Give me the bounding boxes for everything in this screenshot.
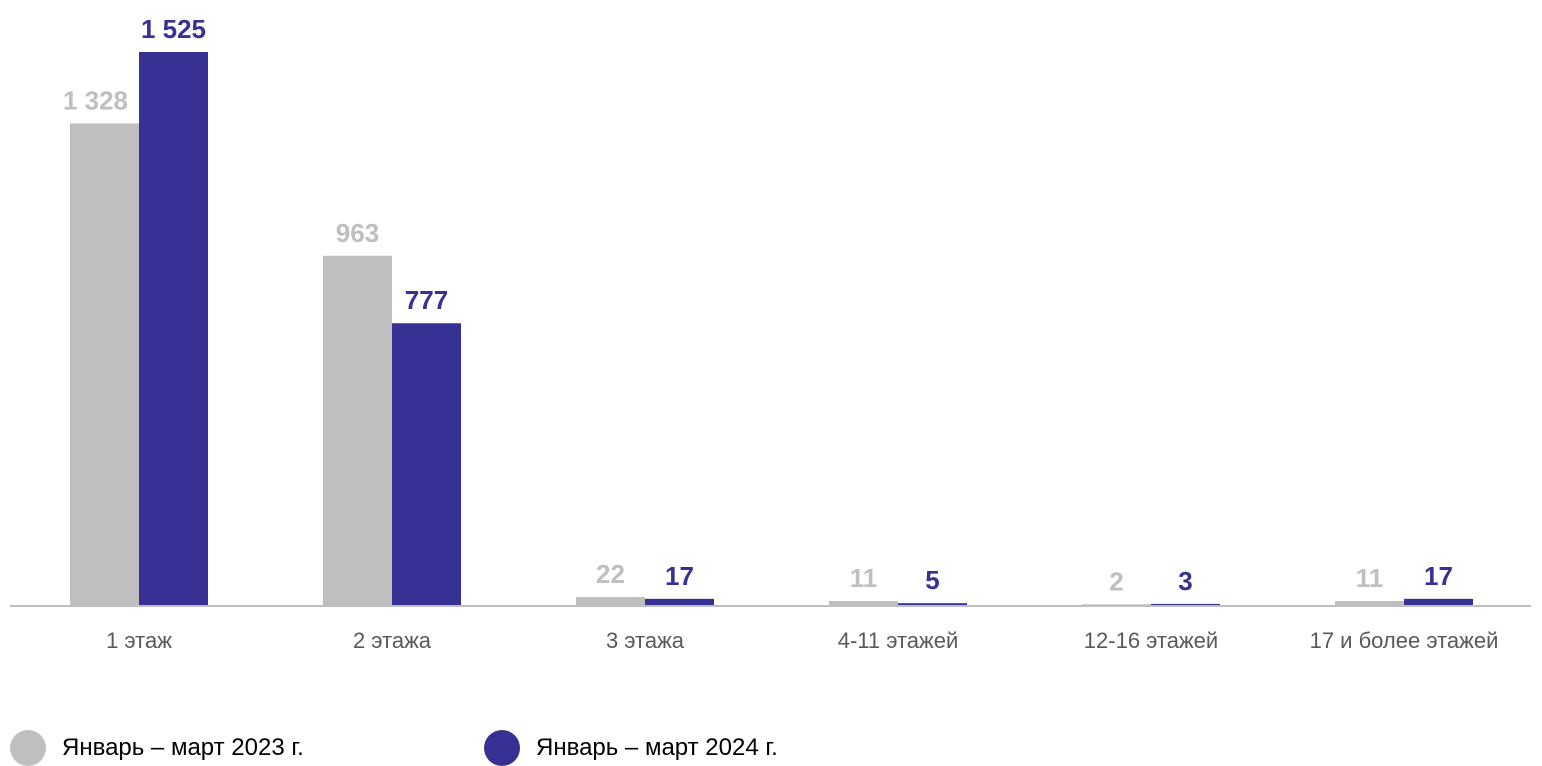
- category-label-4: 12-16 этажей: [1084, 628, 1218, 653]
- value-label-2024-0: 1 525: [141, 14, 206, 44]
- value-label-2024-5: 17: [1424, 561, 1453, 591]
- bar-2024-2: [645, 598, 714, 605]
- legend-swatch-2024: [484, 730, 520, 766]
- bar-2023-4: [1082, 604, 1151, 605]
- value-label-2023-1: 963: [336, 218, 379, 248]
- category-label-3: 4-11 этажей: [838, 628, 959, 653]
- value-label-2024-2: 17: [665, 561, 694, 591]
- legend-swatch-2023: [10, 730, 46, 766]
- legend-item-2024: Январь – март 2024 г.: [484, 730, 778, 766]
- legend-label-2024: Январь – март 2024 г.: [536, 734, 778, 761]
- bar-2023-5: [1335, 601, 1404, 605]
- category-label-5: 17 и более этажей: [1310, 628, 1499, 653]
- bar-2024-0: [139, 52, 208, 605]
- value-label-2023-0: 1 328: [63, 85, 128, 115]
- value-label-2023-5: 11: [1356, 563, 1384, 593]
- category-label-1: 2 этажа: [353, 628, 432, 653]
- bar-2023-2: [576, 597, 645, 605]
- value-label-2024-1: 777: [405, 285, 448, 315]
- value-label-2023-4: 2: [1109, 566, 1123, 596]
- value-label-2023-3: 11: [850, 563, 878, 593]
- category-labels-layer: 1 этаж 2 этажа 3 этажа 4-11 этажей 12-16 эта…: [106, 628, 1498, 653]
- value-labels-layer: 1 328 1 525 963 777 22 17 11 5 2 3 11 17: [63, 14, 1453, 596]
- value-label-2024-4: 3: [1178, 566, 1192, 596]
- legend-item-2023: Январь – март 2023 г.: [10, 730, 304, 766]
- bar-chart: 1 328 1 525 963 777 22 17 11 5 2 3 11 17 1 этаж 2 эт…: [10, 14, 1531, 653]
- bar-2024-1: [392, 323, 461, 605]
- bar-2024-5: [1404, 598, 1473, 605]
- bar-2024-3: [898, 603, 967, 605]
- bars-layer: [70, 52, 1473, 606]
- value-label-2023-2: 22: [596, 559, 625, 589]
- category-label-2: 3 этажа: [606, 628, 685, 653]
- category-label-0: 1 этаж: [106, 628, 172, 653]
- value-label-2024-3: 5: [925, 565, 939, 595]
- bar-2023-3: [829, 601, 898, 605]
- bar-2023-0: [70, 123, 139, 606]
- legend-label-2023: Январь – март 2023 г.: [62, 734, 304, 761]
- bar-2023-1: [323, 255, 392, 605]
- bar-2024-4: [1151, 603, 1220, 605]
